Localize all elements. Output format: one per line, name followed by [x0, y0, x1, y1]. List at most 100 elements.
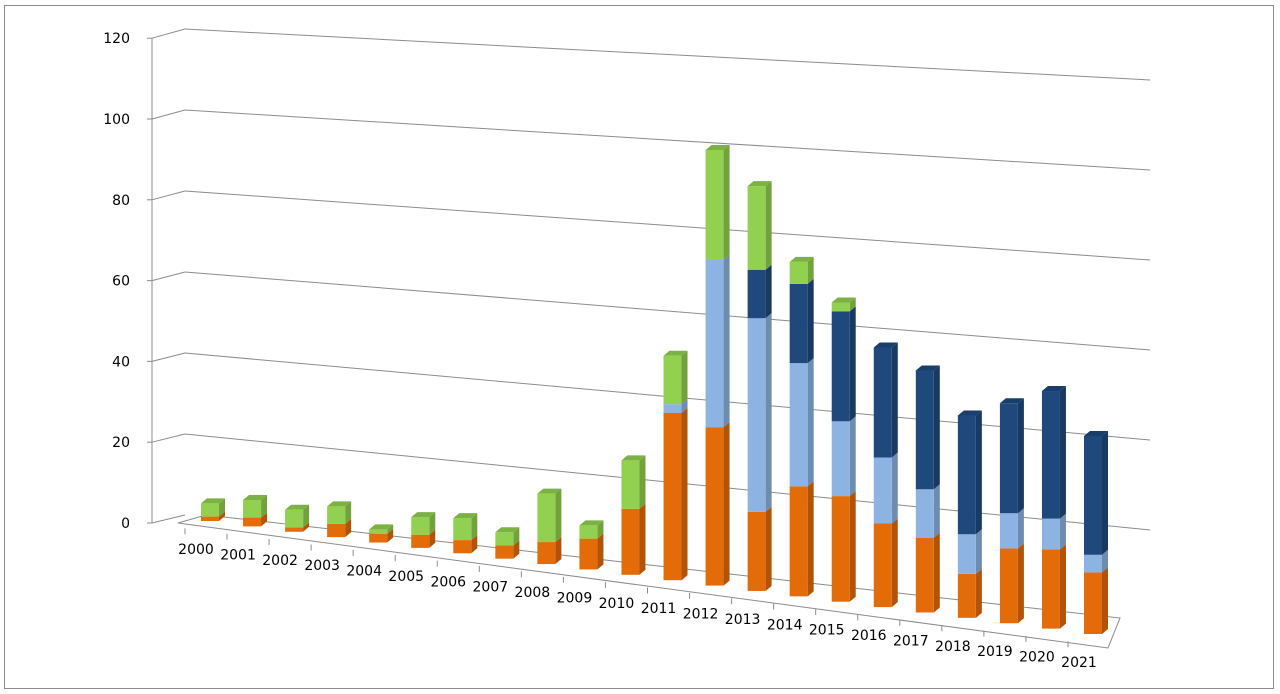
bar-side-2014-series-1 [807, 481, 814, 597]
bar-side-2021-series-2 [1102, 549, 1108, 573]
x-tick-label: 2007 [473, 580, 509, 596]
bar-top-2003 [327, 501, 352, 507]
gridline [184, 271, 1151, 351]
side-gridline [151, 271, 186, 282]
bar-2010-series-1 [621, 508, 640, 575]
bar-side-2015-series-4 [849, 297, 856, 312]
bar-top-2004 [369, 524, 394, 530]
bar-2005-series-4 [411, 517, 430, 535]
bar-2013-series-4 [747, 186, 766, 270]
bar-top-2013 [747, 181, 772, 187]
x-tick-label: 2010 [599, 596, 635, 612]
bar-side-2002-series-1 [303, 522, 310, 532]
bar-side-2010-series-4 [639, 455, 646, 509]
bar-top-2019 [999, 398, 1024, 404]
bar-side-2012-series-4 [723, 144, 730, 260]
bar-2014-series-1 [789, 486, 808, 597]
bar-side-2008-series-1 [555, 537, 562, 565]
bar-2001-series-1 [243, 517, 262, 527]
bar-2009-series-4 [579, 525, 598, 539]
x-tick-label: 2005 [388, 569, 424, 585]
bar-top-2020 [1041, 386, 1066, 392]
side-gridline [151, 433, 186, 443]
bar-top-2000 [201, 498, 225, 504]
x-tick-label: 2016 [851, 628, 887, 644]
bar-side-2005-series-1 [429, 529, 436, 548]
side-gridline [151, 109, 186, 120]
bar-2014-series-3 [789, 283, 808, 364]
bar-2020-series-3 [1041, 391, 1060, 519]
bar-2010-series-4 [621, 460, 640, 509]
bar-side-2003-series-1 [345, 518, 352, 538]
bar-2019-series-3 [999, 403, 1018, 514]
y-tick-label: 80 [112, 193, 130, 209]
bar-top-2012 [705, 144, 730, 150]
bar-side-2013-series-3 [765, 264, 772, 319]
bar-2019-series-2 [999, 513, 1018, 549]
bar-2011-series-2 [663, 404, 682, 413]
bar-2017-series-2 [915, 489, 934, 538]
bar-side-2018-series-1 [975, 568, 982, 618]
bar-2020-series-1 [1041, 549, 1060, 629]
bar-side-2007-series-1 [513, 540, 520, 559]
bar-2007-series-1 [495, 545, 514, 559]
x-tick-label: 2001 [220, 547, 256, 563]
bar-side-2005-series-4 [429, 512, 436, 535]
bar-2006-series-4 [453, 518, 472, 541]
bar-2008-series-1 [537, 542, 556, 565]
bar-2012-series-1 [705, 427, 724, 586]
bar-2013-series-3 [747, 269, 766, 319]
bar-side-2003-series-4 [345, 501, 352, 524]
bar-side-2001-series-4 [261, 494, 268, 518]
bar-top-2007 [495, 527, 520, 533]
bar-side-2008-series-4 [555, 488, 562, 543]
bar-2015-series-3 [831, 311, 850, 422]
bar-side-2001-series-1 [261, 512, 268, 527]
bar-2019-series-1 [999, 548, 1018, 624]
bar-side-2012-series-2 [723, 254, 730, 428]
side-gridline [151, 352, 186, 362]
bar-side-2011-series-2 [681, 399, 688, 413]
bar-side-2021-series-3 [1102, 431, 1108, 555]
gridline [184, 109, 1151, 171]
bar-top-2015 [831, 297, 856, 303]
bar-side-2000-series-1 [219, 511, 225, 521]
bar-side-2002-series-4 [303, 504, 310, 528]
x-tick-label: 2019 [977, 644, 1013, 660]
bar-side-2015-series-3 [849, 306, 856, 422]
bar-side-2015-series-1 [849, 491, 856, 602]
bar-top-2021 [1084, 431, 1108, 436]
x-tick-label: 2000 [178, 542, 214, 558]
bar-2021-series-2 [1084, 554, 1102, 573]
bar-2014-series-4 [789, 261, 808, 284]
bar-side-2011-series-1 [681, 407, 688, 581]
bar-top-2002 [285, 504, 310, 510]
x-tick-label: 2014 [767, 617, 803, 633]
bar-top-2008 [537, 488, 562, 494]
bar-2011-series-4 [663, 355, 682, 405]
bar-2001-series-4 [243, 499, 262, 518]
x-tick-label: 2008 [515, 585, 551, 601]
bar-2016-series-2 [873, 457, 892, 524]
bar-side-2019-series-3 [1017, 398, 1024, 514]
x-tick-label: 2021 [1061, 655, 1097, 671]
bar-2016-series-1 [873, 523, 892, 608]
bar-2018-series-1 [957, 573, 976, 618]
bar-2000-series-1 [201, 516, 219, 521]
bar-2008-series-4 [537, 493, 556, 543]
bar-2015-series-1 [831, 496, 850, 602]
bar-2013-series-1 [747, 511, 766, 591]
bar-side-2013-series-4 [765, 181, 772, 270]
gridline [184, 28, 1151, 81]
bar-2018-series-3 [957, 415, 976, 535]
bar-side-2014-series-4 [807, 256, 814, 284]
bar-side-2017-series-3 [933, 365, 940, 490]
bar-side-2013-series-1 [765, 506, 772, 591]
gridline [184, 190, 1151, 261]
bar-top-2006 [453, 513, 478, 519]
bar-2006-series-1 [453, 540, 472, 554]
bar-2017-series-1 [915, 537, 934, 613]
x-tick-label: 2006 [430, 574, 466, 590]
side-gridline [151, 190, 186, 201]
bar-side-2021-series-1 [1102, 567, 1108, 634]
